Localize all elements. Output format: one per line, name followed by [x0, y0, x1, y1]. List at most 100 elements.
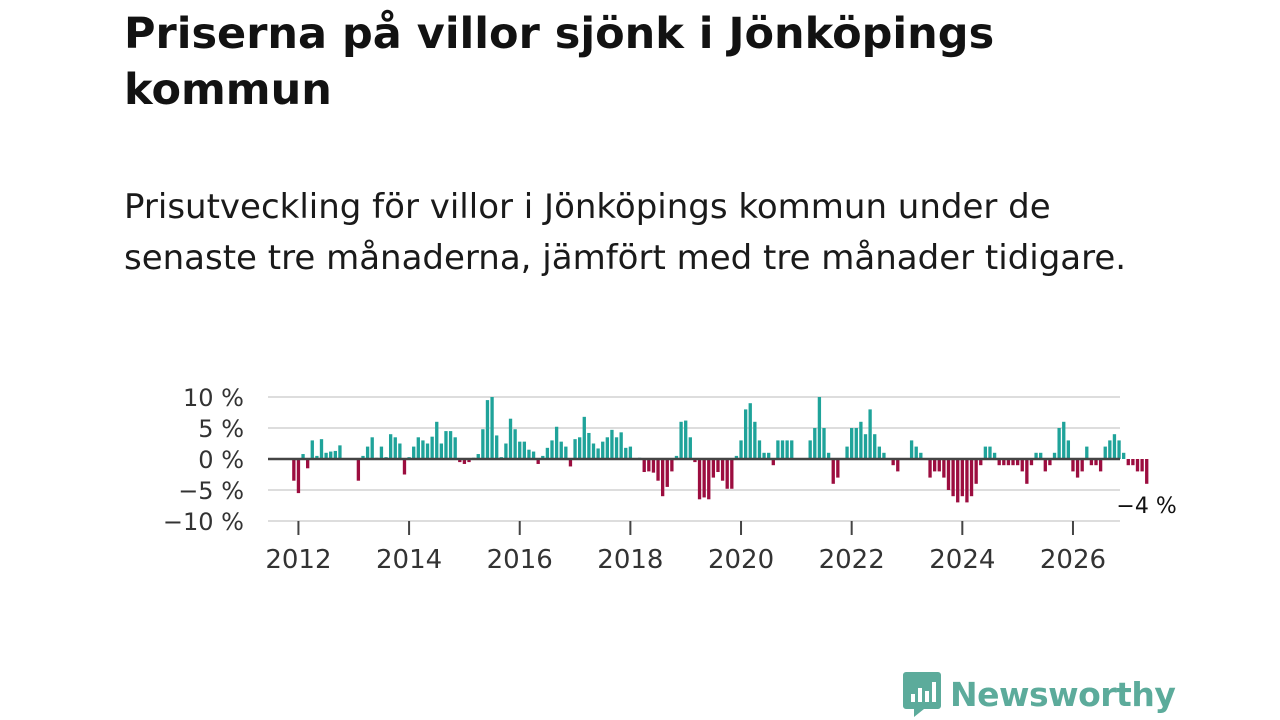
- bar: [416, 437, 420, 459]
- bar: [541, 455, 545, 459]
- bar: [619, 432, 623, 459]
- bar: [324, 452, 328, 459]
- bar: [1112, 434, 1117, 459]
- bar: [665, 459, 669, 487]
- bar: [365, 446, 370, 459]
- bar: [462, 459, 467, 464]
- bar: [762, 452, 766, 459]
- x-tick-label: 2022: [819, 545, 885, 575]
- bar: [757, 440, 762, 459]
- bar: [527, 449, 531, 459]
- bar: [402, 459, 407, 475]
- bar: [508, 418, 513, 459]
- bar: [785, 440, 789, 459]
- bar: [674, 455, 679, 459]
- bar: [734, 455, 739, 459]
- x-axis: 2012 2014 2016 2018 2020 2022 2024 2026: [265, 521, 1106, 575]
- bar: [790, 440, 794, 459]
- bar: [370, 437, 374, 459]
- bar: [591, 443, 596, 459]
- bar: [301, 454, 305, 459]
- bar: [435, 421, 439, 459]
- bar: [974, 459, 978, 484]
- bar: [412, 446, 416, 459]
- bar: [582, 416, 586, 459]
- bar: [1117, 440, 1121, 459]
- bar: [919, 452, 923, 459]
- bar: [476, 454, 480, 459]
- bar: [610, 429, 614, 459]
- x-tick-label: 2026: [1040, 545, 1106, 575]
- bar: [481, 429, 485, 459]
- bar: [568, 459, 573, 467]
- bar: [425, 443, 430, 459]
- bar: [490, 397, 494, 459]
- bar: [559, 441, 563, 459]
- bar: [1011, 459, 1015, 466]
- bar: [909, 440, 914, 459]
- bar: [707, 459, 711, 500]
- gridlines: [268, 396, 1120, 522]
- x-tick-label: 2020: [708, 545, 774, 575]
- bar: [319, 439, 324, 459]
- bar: [338, 445, 342, 459]
- bar: [808, 440, 812, 459]
- bar: [430, 436, 434, 459]
- bar: [1020, 459, 1024, 472]
- bar: [882, 452, 886, 459]
- bar: [877, 446, 881, 459]
- bar: [942, 459, 946, 478]
- y-axis-labels: 10 % 5 % 0 % −5 % −10 %: [163, 384, 244, 536]
- bar: [578, 437, 582, 459]
- bar: [850, 428, 854, 459]
- bar: [1029, 459, 1034, 466]
- bar: [1039, 452, 1043, 459]
- bar: [1043, 459, 1047, 472]
- newsworthy-logo: Newsworthy: [902, 670, 1176, 718]
- bar: [660, 459, 665, 497]
- bar: [1108, 440, 1112, 459]
- bar: [1062, 421, 1066, 459]
- y-tick-label: −10 %: [163, 508, 244, 536]
- last-value-label: −4 %: [1116, 494, 1176, 519]
- bar: [1075, 459, 1080, 478]
- y-tick-label: −5 %: [178, 477, 244, 505]
- bar: [550, 440, 554, 459]
- bar: [688, 437, 692, 459]
- bar: [988, 446, 992, 459]
- bar: [826, 452, 831, 459]
- bar: [859, 421, 863, 459]
- bar: [753, 421, 757, 459]
- bar: [868, 409, 872, 459]
- bar: [596, 448, 600, 459]
- bar-chart: 10 % 5 % 0 % −5 % −10 % 2012 2014 2016 2018 2020…: [163, 384, 1177, 575]
- bar: [891, 459, 895, 466]
- bar: [693, 459, 697, 463]
- x-tick-label: 2012: [265, 545, 331, 575]
- bar: [937, 459, 941, 472]
- bar: [656, 459, 660, 481]
- bar: [854, 428, 858, 459]
- bar: [1015, 459, 1020, 466]
- bar: [614, 437, 619, 459]
- bar: [969, 459, 974, 497]
- bar: [1089, 459, 1094, 466]
- bar: [960, 459, 964, 497]
- bar: [545, 447, 550, 459]
- bar: [670, 459, 674, 472]
- bar: [965, 459, 969, 503]
- bar: [1034, 452, 1038, 459]
- bar: [564, 446, 568, 459]
- bar: [1080, 459, 1084, 472]
- bar: [730, 459, 734, 489]
- bar: [780, 440, 785, 459]
- bar: [518, 441, 522, 459]
- bar: [642, 459, 646, 473]
- bar: [983, 446, 988, 459]
- bar: [946, 459, 951, 490]
- bar: [1048, 459, 1052, 466]
- bar: [1094, 459, 1098, 466]
- bar: [306, 459, 310, 469]
- bar: [845, 446, 849, 459]
- bar: [554, 426, 559, 459]
